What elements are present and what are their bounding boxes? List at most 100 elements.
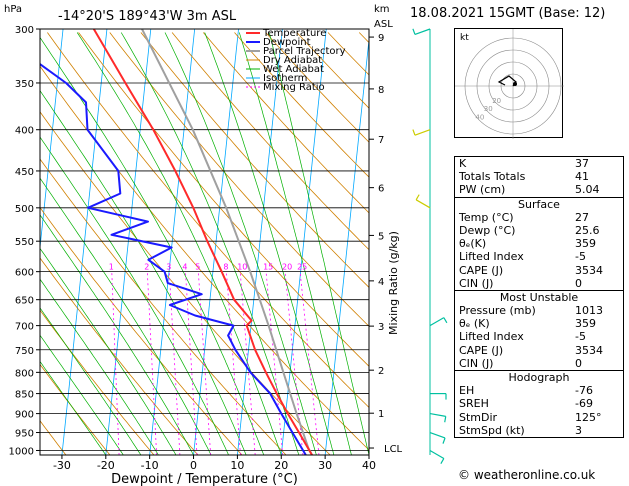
x-axis-title: Dewpoint / Temperature (°C) (111, 472, 298, 486)
isotherm-line (193, 29, 239, 455)
hodograph-ring-label: 30 (484, 105, 493, 113)
mixing-ratio-line (225, 271, 241, 455)
wind-barb-shaft (429, 413, 446, 417)
dry-adiabat-line (140, 32, 369, 289)
wet-adiabat-line (40, 36, 265, 455)
wind-barb-feather (444, 416, 447, 423)
pressure-tick-label: 700 (15, 322, 34, 333)
wet-adiabat-line (164, 32, 317, 455)
km-tick-label: 2 (378, 366, 384, 377)
km-tick-label: 6 (378, 184, 384, 195)
mixing-ratio-label: 15 (263, 263, 273, 272)
wet-adiabat-line (268, 32, 369, 455)
parcel-trajectory-line (141, 29, 313, 455)
hodograph-ring-label: 20 (492, 97, 501, 105)
hodo-row: SREH -69 (459, 397, 593, 411)
km-tick-label: 8 (378, 85, 384, 96)
hodo-row: StmSpd (kt) 3 (459, 423, 582, 437)
index-row-pw: PW (cm) 5.04 (459, 183, 600, 197)
km-tick-label: 4 (378, 277, 384, 288)
pressure-tick-label: 800 (15, 368, 34, 379)
wind-barb-shaft (415, 199, 431, 209)
pressure-tick-label: 400 (15, 126, 34, 137)
wet-adiabat-line (40, 360, 107, 455)
wind-barb-feather (440, 458, 445, 464)
dry-adiabat-line (202, 32, 369, 214)
mixing-ratio-line (299, 271, 320, 455)
hodograph-ring-label: 40 (475, 114, 484, 122)
legend-label: Isotherm (263, 73, 307, 84)
mixing-ratio-label: 3 (166, 263, 171, 272)
pressure-tick-label: 750 (15, 346, 34, 357)
wet-adiabat-line (40, 307, 142, 455)
wet-adiabat-line (238, 32, 352, 455)
surface-row: Dewp (°C) 25.6 (459, 223, 600, 237)
dry-adiabat-line (40, 111, 331, 455)
date-label: 18.08.2021 15GMT (Base: 12) (410, 6, 606, 21)
stats-table: K 37 Totals Totals 41 PW (cm) 5.04 Surface … (454, 156, 624, 438)
pressure-tick-label: 1000 (9, 446, 34, 457)
dry-adiabat-line (40, 257, 199, 455)
wet-adiabat-line (40, 247, 177, 455)
mixing-ratio-label: 20 (282, 263, 292, 272)
temperature-tick-label: 0 (190, 459, 197, 472)
pressure-tick-label: 450 (15, 167, 34, 178)
hodograph-kt-label: kt (460, 33, 469, 43)
wind-barb-feather (443, 317, 448, 324)
plot-area (40, 29, 369, 455)
isotherm-line (324, 35, 369, 455)
pressure-tick-label: 300 (15, 25, 34, 36)
most-unstable-section: Most Unstable Pressure (mb) 1013 θₑ (K) 35… (455, 289, 623, 370)
hodograph-section: Hodograph EH -76 SREH -69 StmDir 125° StmSp… (455, 370, 623, 437)
km-tick-label: LCL (384, 444, 403, 455)
isotherm-line (61, 29, 108, 455)
pressure-tick-label: 650 (15, 296, 34, 307)
surface-row: CAPE (J) 3534 (459, 263, 603, 277)
index-row-k: K 37 (459, 157, 589, 170)
storm-motion-marker (513, 82, 517, 86)
hodo-row: StmDir 125° (459, 410, 602, 424)
legend-label: Dewpoint (263, 37, 311, 48)
km-label: km (374, 4, 390, 15)
pressure-tick-label: 550 (15, 237, 34, 248)
wind-barb-shaft (414, 129, 431, 136)
isotherm-line (40, 29, 64, 252)
isotherm-line (149, 29, 196, 455)
wind-barb-feather (415, 194, 420, 201)
legend-label: Dry Adiabat (263, 55, 322, 66)
surface-row: Lifted Index -5 (459, 250, 586, 264)
wind-barb-shaft (414, 28, 431, 36)
dry-adiabat-line (109, 32, 369, 327)
wet-adiabat-line (76, 32, 282, 455)
mu-row: Lifted Index -5 (459, 330, 586, 344)
km-tick-label: 9 (378, 33, 384, 44)
mixing-ratio-line (185, 271, 198, 455)
mixing-ratio-line (168, 271, 181, 455)
hpa-label: hPa (4, 4, 22, 15)
mixing-ratio-line (111, 271, 120, 455)
hodograph-title: Hodograph (508, 371, 570, 384)
legend-label: Mixing Ratio (263, 82, 325, 93)
wind-barb-shaft (429, 317, 445, 327)
surface-row: CIN (J) 0 (459, 276, 582, 290)
copyright: © weatheronline.co.uk (458, 468, 596, 482)
mixing-ratio-label: 1 (109, 263, 114, 272)
mu-row: Pressure (mb) 1013 (459, 304, 603, 318)
mu-row: CIN (J) 0 (459, 356, 582, 370)
wind-barb-feather (412, 129, 416, 136)
pressure-tick-label: 600 (15, 268, 34, 279)
mixing-ratio-label: 2 (144, 263, 149, 272)
mixing-ratio-line (265, 271, 284, 455)
dry-adiabat-line (40, 206, 243, 455)
mixing-ratio-line (239, 271, 256, 455)
wet-adiabat-line (40, 177, 212, 455)
km-tick-label: 5 (378, 231, 384, 242)
pressure-tick-label: 850 (15, 390, 34, 401)
temperature-tick-label: -30 (53, 459, 71, 472)
wet-adiabat-line (40, 334, 124, 455)
mixing-ratio-line (284, 271, 304, 455)
hodograph-panel: kt 20 30 40 (454, 28, 564, 139)
index-row-tt: Totals Totals 41 (459, 170, 589, 184)
